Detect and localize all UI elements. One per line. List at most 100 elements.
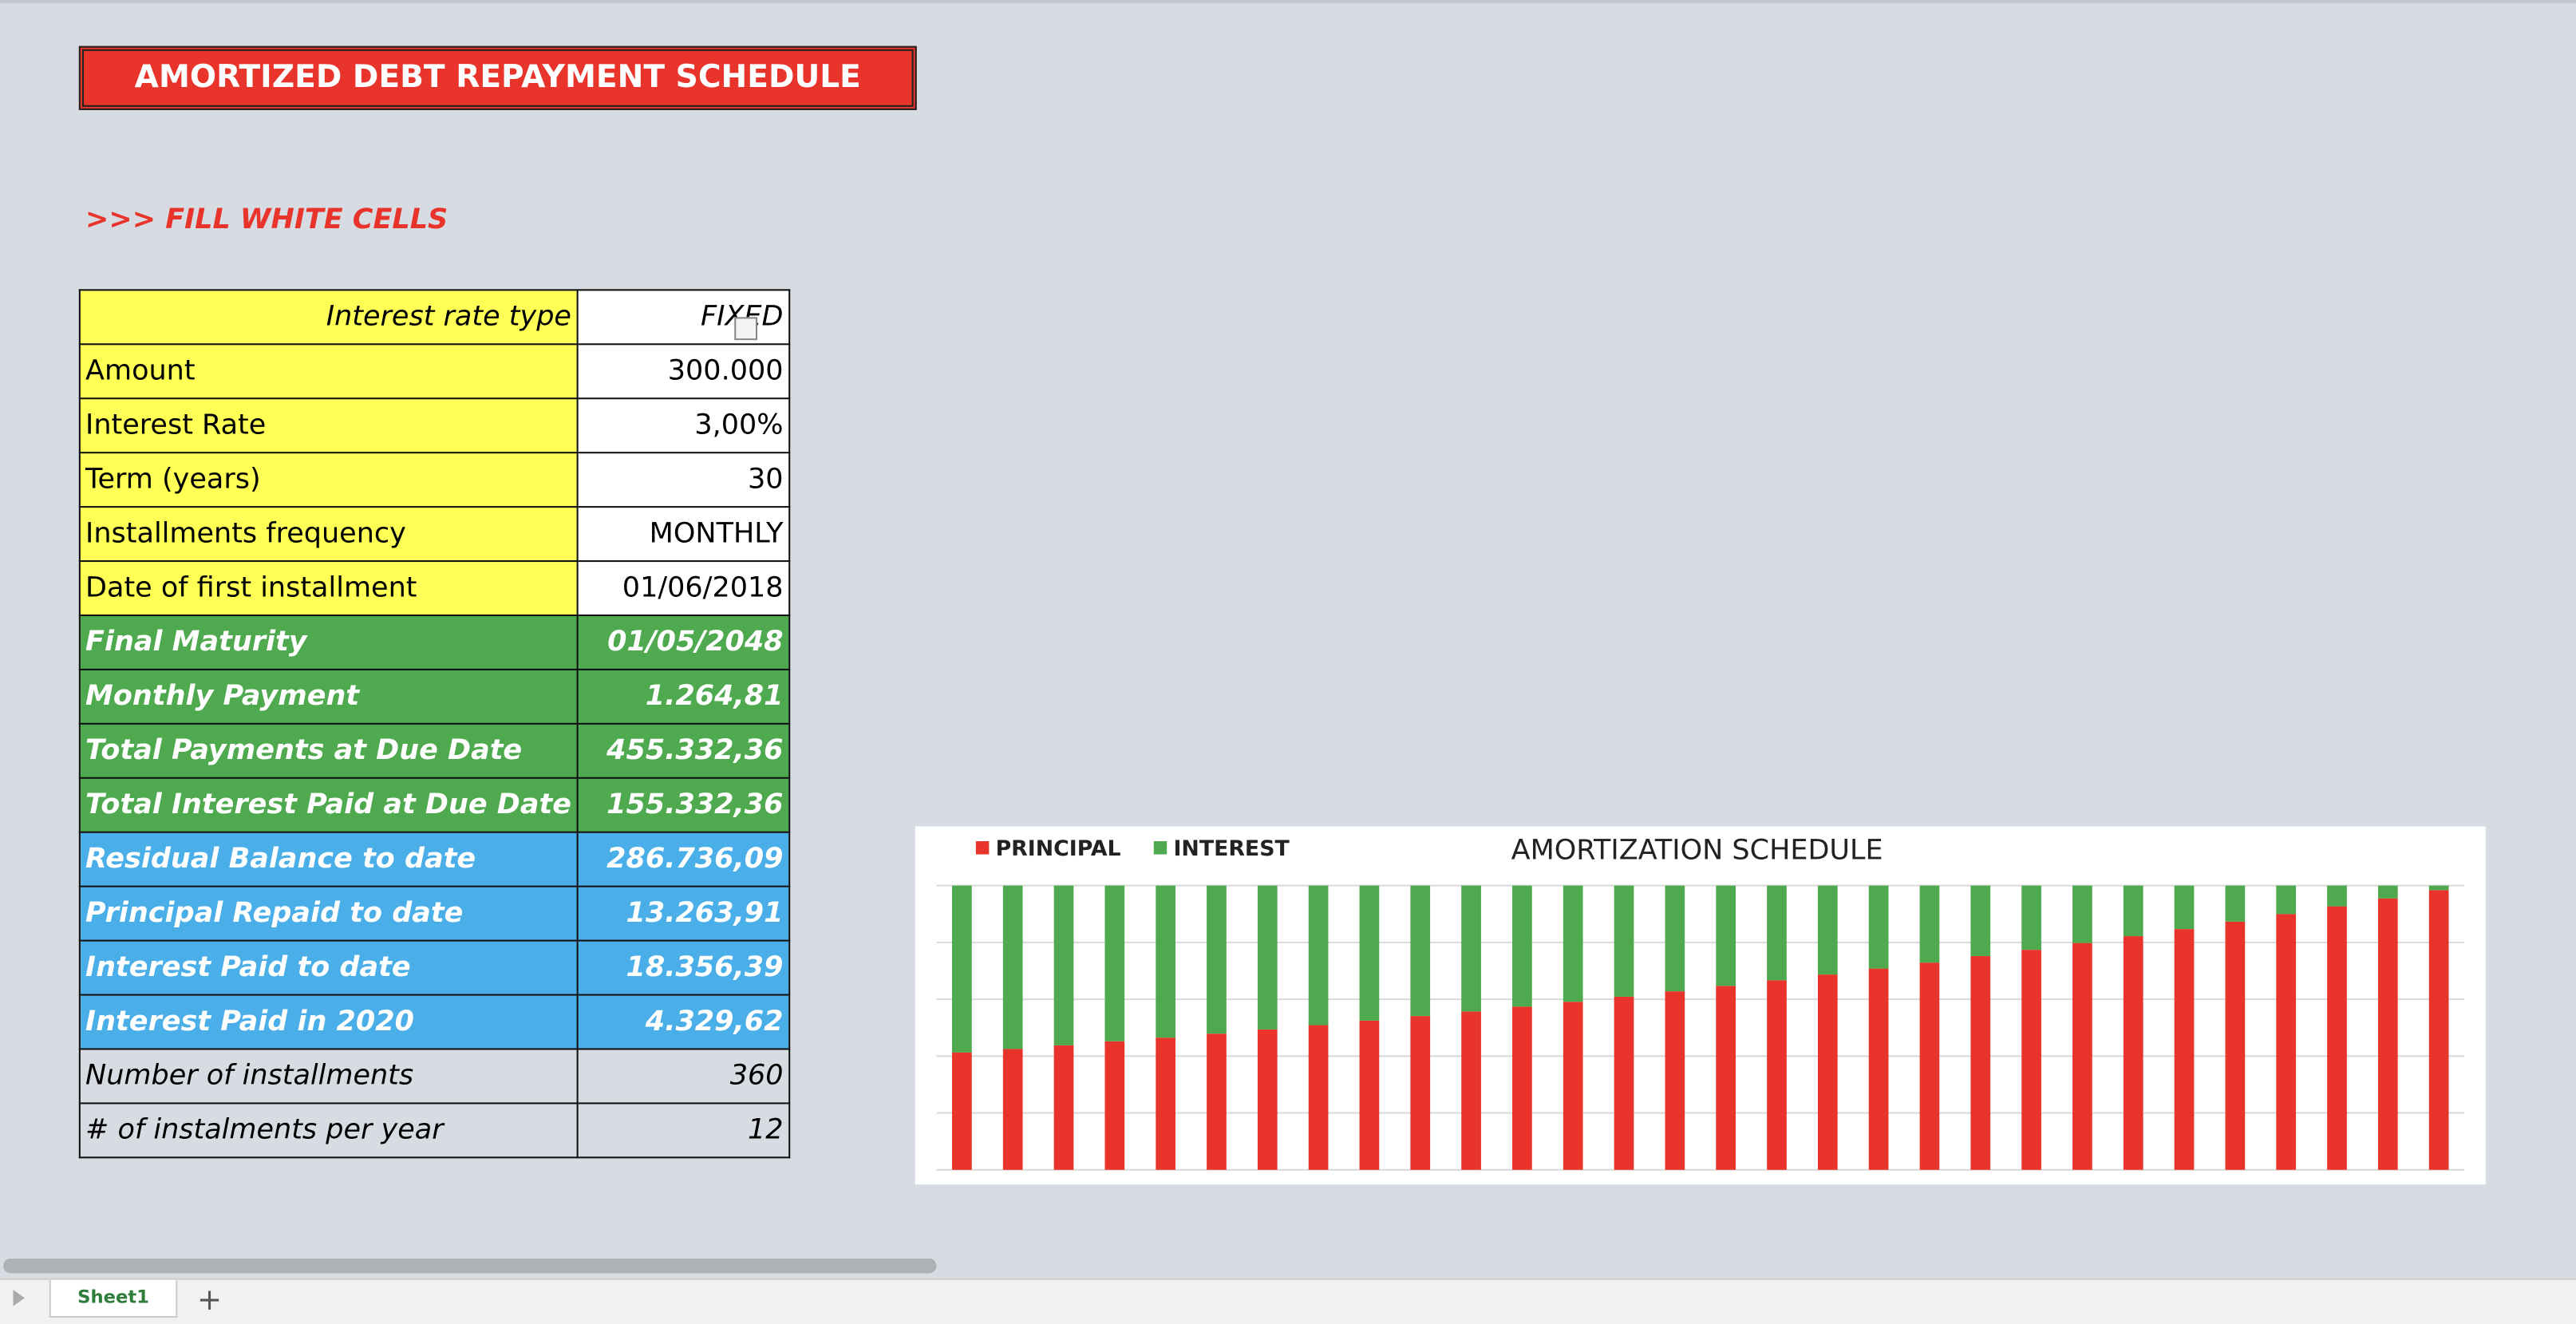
bar-segment [1817,885,1838,975]
table-row: Total Payments at Due Date 455.332,36 [78,722,790,779]
table-row: Interest Paid to date 18.356,39 [78,939,790,996]
bar-segment [2428,885,2449,891]
bar-segment [1359,1020,1380,1170]
bar-segment [1716,986,1736,1170]
row-value: 286.736,09 [576,831,790,887]
bar-segment [2225,885,2246,922]
table-row: Term (years) 30 [78,452,790,508]
bar-segment [1767,980,1787,1170]
row-value: 12 [576,1102,790,1159]
bar-segment [1970,955,1991,1170]
legend-label: INTEREST [1173,836,1290,861]
bar-segment [1002,1049,1023,1170]
bar-segment [2021,950,2041,1170]
table-row: Residual Balance to date 286.736,09 [78,831,790,887]
bar-segment [1156,1037,1175,1170]
row-value[interactable]: 3,00% [576,397,790,454]
bar-segment [1053,1045,1074,1170]
bar-segment [1817,974,1838,1170]
bar-segment [2428,890,2449,1170]
table-row: Total Interest Paid at Due Date 155.332,3… [78,777,790,833]
row-value: 4.329,62 [576,994,790,1050]
bar-segment [1207,1034,1227,1170]
bar-segment [1156,885,1175,1038]
bar-segment [1308,1025,1329,1170]
bar-segment [952,1052,972,1170]
row-value[interactable]: MONTHLY [576,506,790,563]
row-label: Interest Paid to date [78,939,579,996]
bar-segment [1257,885,1278,1030]
table-row: Date of first installment 01/06/2018 [78,560,790,617]
bar-segment [1512,885,1532,1007]
bar-segment [1308,885,1329,1026]
table-row: Interest Paid in 2020 4.329,62 [78,994,790,1050]
bar-segment [1257,1029,1278,1170]
bar-segment [1104,1041,1125,1170]
row-label: # of instalments per year [78,1102,579,1159]
chart-background [915,826,2486,1185]
row-value: 13.263,91 [576,885,790,942]
table-row: Monthly Payment 1.264,81 [78,668,790,725]
bar-segment [2123,885,2143,937]
bar-segment [952,885,972,1053]
instruction: >>> FILL WHITE CELLS [85,204,448,237]
table-row: Interest Rate 3,00% [78,397,790,454]
bar-segment [2327,885,2347,907]
legend-label: PRINCIPAL [996,836,1121,861]
row-label: Amount [78,343,579,400]
bar-segment [2276,885,2297,915]
row-label: Residual Balance to date [78,831,579,887]
bar-segment [1410,1016,1431,1170]
bar-segment [1563,885,1583,1002]
bar-segment [1053,885,1074,1045]
row-label: Interest rate type [78,289,579,346]
table-row: Installments frequency MONTHLY [78,506,790,563]
row-label: Principal Repaid to date [78,885,579,942]
row-value[interactable]: 30 [576,452,790,508]
row-label: Monthly Payment [78,668,579,725]
row-value: 360 [576,1048,790,1105]
row-value[interactable]: 01/06/2018 [576,560,790,617]
bar-segment [1665,991,1685,1170]
bar-segment [1716,885,1736,986]
bar-segment [2377,885,2398,899]
row-label: Date of first installment [78,560,579,617]
add-sheet[interactable]: + [197,1283,223,1318]
scrollbar[interactable] [3,1258,937,1274]
bar-segment [1461,1011,1481,1170]
bar-segment [1868,885,1889,969]
chart-title: AMORTIZATION SCHEDULE [1511,834,1883,866]
bar-segment [2377,898,2398,1170]
row-label: Number of installments [78,1048,579,1105]
bar-segment [1919,885,1940,963]
tab-scroll-arrow[interactable] [13,1290,25,1306]
row-label: Interest Rate [78,397,579,454]
bar-segment [2174,929,2195,1170]
bar-segment [2072,885,2092,943]
sheet-title: AMORTIZED DEBT REPAYMENT SCHEDULE [78,45,917,110]
row-label: Total Interest Paid at Due Date [78,777,579,833]
sheet-tab[interactable]: Sheet1 [49,1279,178,1318]
bar-segment [1207,885,1227,1034]
bar-segment [1104,885,1125,1041]
row-label: Total Payments at Due Date [78,722,579,779]
chart: AMORTIZATION SCHEDULE PRINCIPAL INTEREST [915,826,2486,1185]
bar-segment [2021,885,2041,951]
row-label: Term (years) [78,452,579,508]
dropdown-button[interactable] [734,317,758,341]
bar-segment [1614,885,1634,997]
row-value: 01/05/2048 [576,614,790,670]
bar-segment [1970,885,1991,956]
row-value[interactable]: 300.000 [576,343,790,400]
bar-segment [1614,996,1634,1170]
row-label: Installments frequency [78,506,579,563]
legend-swatch [975,841,990,855]
bar-segment [1563,1002,1583,1170]
row-label: Interest Paid in 2020 [78,994,579,1050]
bar-segment [2123,936,2143,1170]
bar-segment [2072,943,2092,1170]
row-value: 455.332,36 [576,722,790,779]
header-line [0,0,2576,4]
